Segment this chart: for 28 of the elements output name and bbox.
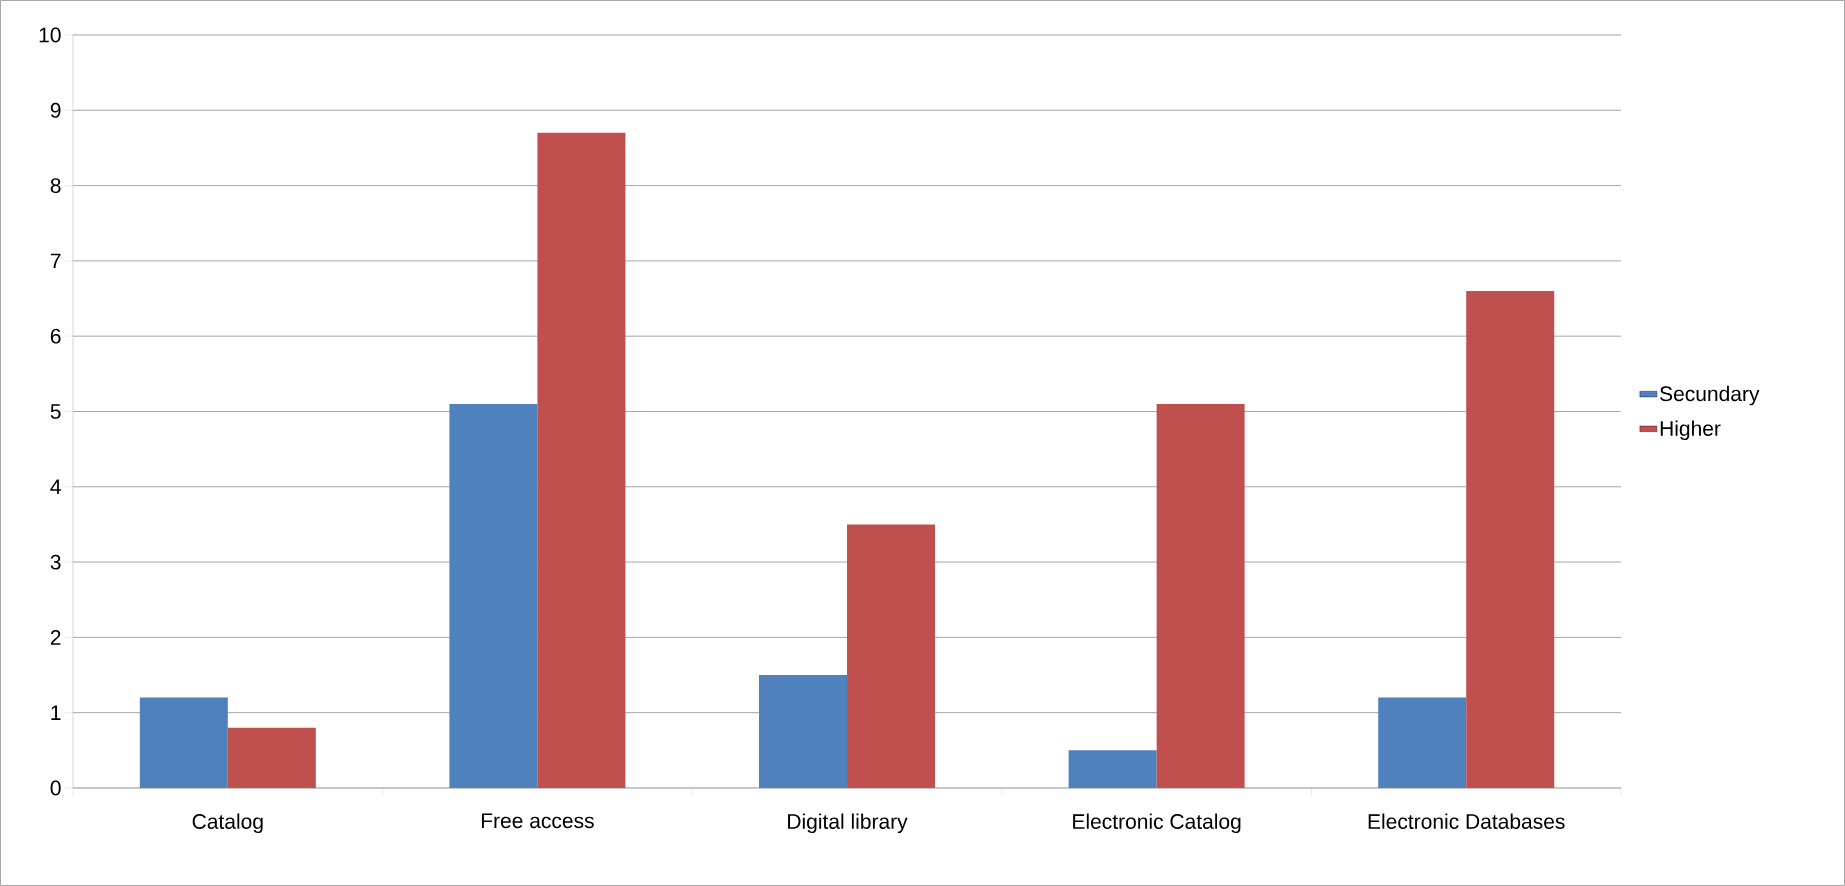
y-tick-label: 7 bbox=[50, 253, 61, 269]
y-tick-label: 2 bbox=[50, 630, 61, 645]
bar bbox=[227, 727, 316, 788]
y-tick-label: 0 bbox=[50, 780, 61, 796]
y-tick-label: 5 bbox=[50, 404, 61, 419]
x-tick-label: Catalog bbox=[192, 813, 263, 834]
bar bbox=[1156, 403, 1245, 788]
bar bbox=[449, 403, 538, 788]
y-tick-label: 3 bbox=[50, 554, 61, 570]
y-tick-label: 10 bbox=[39, 27, 61, 43]
x-tick-label: Digital library bbox=[788, 813, 908, 834]
x-tick-label: Free access bbox=[481, 813, 594, 829]
y-tick-label: 6 bbox=[50, 328, 61, 344]
bar bbox=[537, 132, 626, 788]
legend-label: Higher bbox=[1660, 420, 1721, 441]
legend-label: Secundary bbox=[1660, 385, 1760, 406]
y-tick-label: 4 bbox=[50, 479, 61, 495]
y-tick-label: 1 bbox=[51, 705, 61, 720]
y-tick-label: 8 bbox=[50, 178, 61, 194]
bar bbox=[759, 675, 848, 788]
bar bbox=[1466, 291, 1555, 788]
x-tick-label: Electronic Catalog bbox=[1073, 813, 1241, 834]
bar bbox=[1378, 697, 1467, 788]
bar bbox=[139, 697, 228, 788]
x-tick-label: Electronic Databases bbox=[1368, 813, 1565, 829]
bar bbox=[1068, 750, 1157, 788]
bar bbox=[847, 524, 936, 788]
y-tick-label: 9 bbox=[50, 102, 61, 118]
